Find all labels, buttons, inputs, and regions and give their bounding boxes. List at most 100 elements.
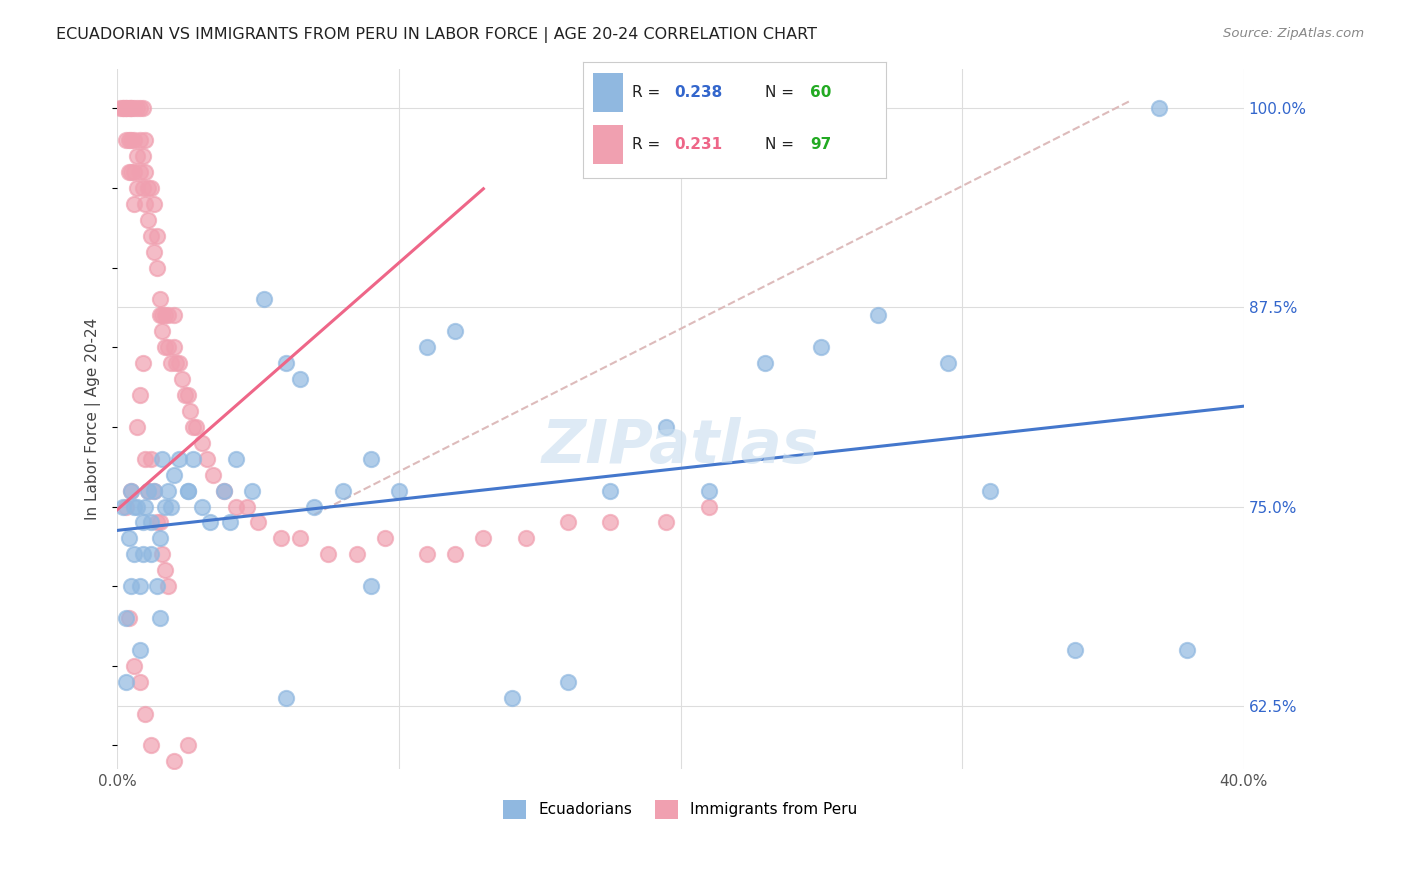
Point — [156, 483, 179, 498]
Legend: Ecuadorians, Immigrants from Peru: Ecuadorians, Immigrants from Peru — [498, 794, 863, 825]
Point — [225, 451, 247, 466]
Point — [153, 309, 176, 323]
Point — [139, 739, 162, 753]
Point — [148, 516, 170, 530]
Point — [134, 133, 156, 147]
Point — [515, 532, 537, 546]
Point — [120, 483, 142, 498]
Point — [128, 674, 150, 689]
Point — [1063, 643, 1085, 657]
Point — [276, 356, 298, 370]
Point — [156, 579, 179, 593]
Point — [136, 212, 159, 227]
Point — [153, 500, 176, 514]
Point — [697, 500, 720, 514]
Point — [184, 420, 207, 434]
Point — [153, 340, 176, 354]
Point — [557, 674, 579, 689]
Point — [122, 547, 145, 561]
Point — [128, 101, 150, 115]
Point — [290, 372, 312, 386]
Point — [114, 133, 136, 147]
Bar — [592, 73, 623, 112]
Point — [150, 451, 173, 466]
Point — [128, 133, 150, 147]
Point — [117, 532, 139, 546]
Point — [128, 643, 150, 657]
Point — [125, 101, 148, 115]
Point — [122, 101, 145, 115]
Text: 60: 60 — [810, 85, 831, 100]
Point — [276, 690, 298, 705]
Point — [181, 420, 204, 434]
Point — [142, 197, 165, 211]
Point — [136, 483, 159, 498]
Point — [1177, 643, 1199, 657]
Point — [346, 547, 368, 561]
Point — [128, 579, 150, 593]
Point — [114, 674, 136, 689]
Point — [145, 228, 167, 243]
Point — [360, 451, 382, 466]
Point — [557, 516, 579, 530]
Point — [176, 483, 198, 498]
Point — [197, 451, 219, 466]
Point — [145, 260, 167, 275]
Point — [242, 483, 264, 498]
Point — [162, 340, 184, 354]
Point — [176, 739, 198, 753]
Point — [136, 181, 159, 195]
Point — [139, 516, 162, 530]
Point — [114, 611, 136, 625]
Point — [148, 611, 170, 625]
Text: 0.238: 0.238 — [675, 85, 723, 100]
Point — [936, 356, 959, 370]
Point — [162, 467, 184, 482]
Point — [136, 483, 159, 498]
Point — [114, 101, 136, 115]
Point — [472, 532, 495, 546]
Point — [134, 165, 156, 179]
Point — [117, 165, 139, 179]
Point — [332, 483, 354, 498]
Point — [131, 356, 153, 370]
Point — [122, 500, 145, 514]
Point — [125, 420, 148, 434]
Point — [142, 244, 165, 259]
Point — [122, 165, 145, 179]
Point — [139, 228, 162, 243]
Point — [159, 356, 181, 370]
Text: N =: N = — [765, 137, 799, 153]
Point — [145, 579, 167, 593]
Point — [270, 532, 292, 546]
Point — [117, 133, 139, 147]
Point — [599, 483, 621, 498]
Point — [120, 483, 142, 498]
Point — [253, 293, 276, 307]
Point — [117, 611, 139, 625]
Point — [145, 516, 167, 530]
Text: ECUADORIAN VS IMMIGRANTS FROM PERU IN LABOR FORCE | AGE 20-24 CORRELATION CHART: ECUADORIAN VS IMMIGRANTS FROM PERU IN LA… — [56, 27, 817, 43]
Point — [444, 324, 467, 338]
Point — [150, 324, 173, 338]
Point — [170, 372, 193, 386]
Point — [139, 181, 162, 195]
Point — [162, 309, 184, 323]
Point — [167, 356, 190, 370]
Point — [304, 500, 326, 514]
Point — [108, 101, 131, 115]
Point — [139, 451, 162, 466]
Point — [173, 388, 195, 402]
Point — [150, 309, 173, 323]
Point — [200, 516, 222, 530]
Point — [165, 356, 187, 370]
Point — [142, 483, 165, 498]
Point — [131, 149, 153, 163]
Text: R =: R = — [631, 137, 665, 153]
Point — [219, 516, 242, 530]
Point — [754, 356, 776, 370]
Point — [120, 579, 142, 593]
Point — [599, 516, 621, 530]
Point — [190, 500, 212, 514]
Text: ZIPatlas: ZIPatlas — [541, 417, 820, 476]
